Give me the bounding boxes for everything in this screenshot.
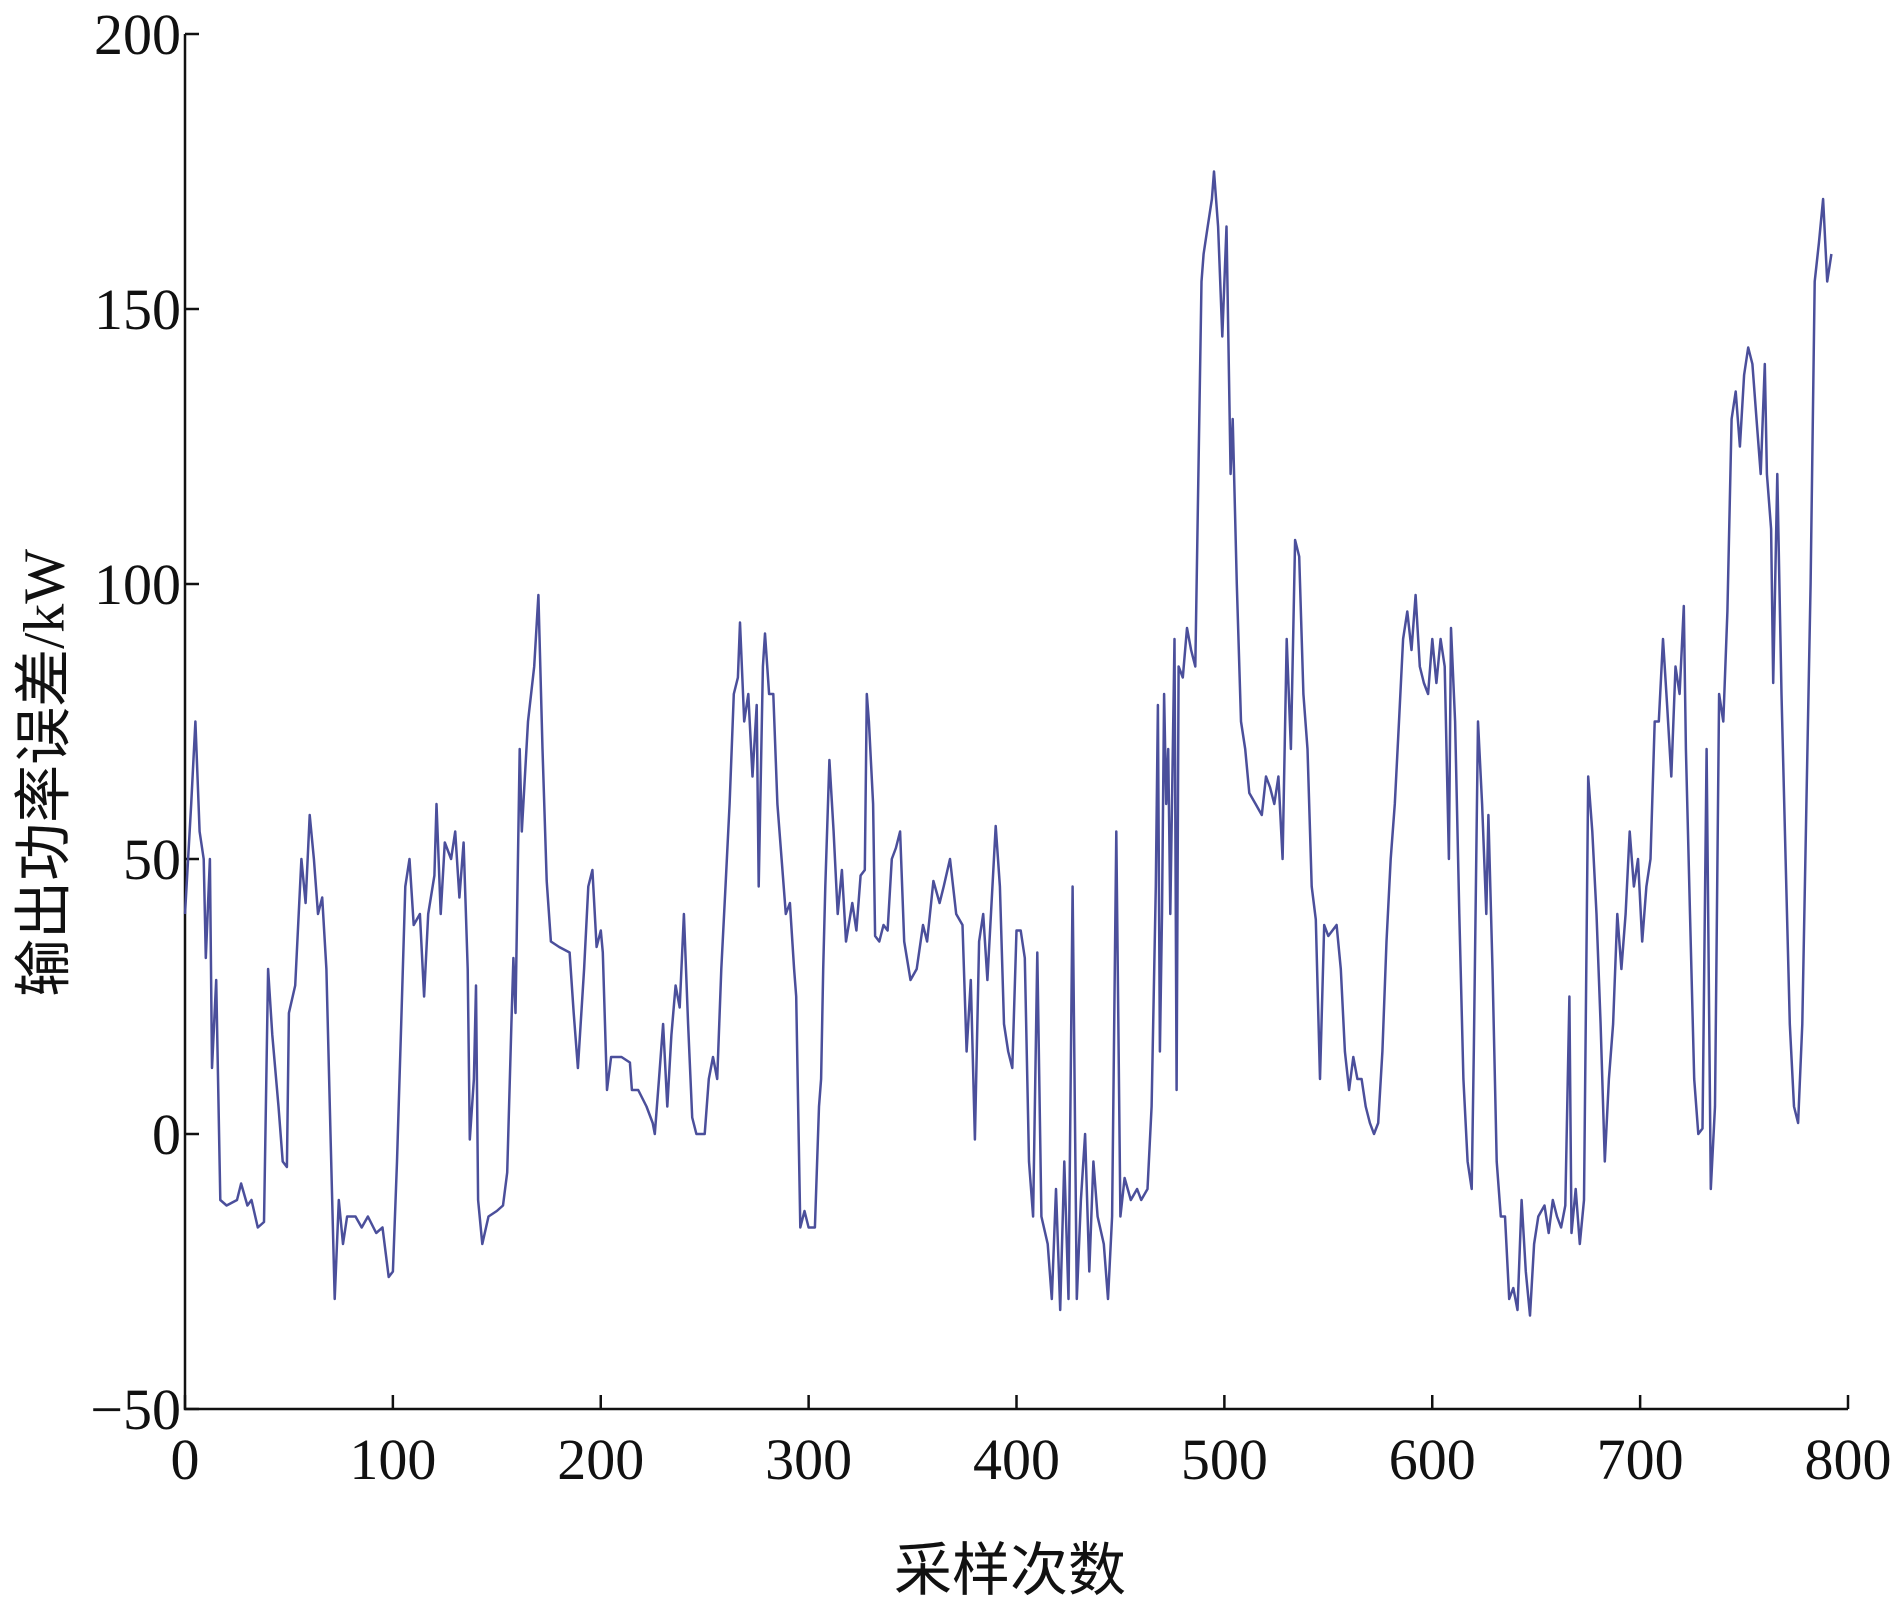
line-series xyxy=(183,170,1833,1317)
x-tick-label: 600 xyxy=(1389,1427,1476,1492)
axes xyxy=(183,34,1848,1411)
x-tick-label: 100 xyxy=(349,1427,436,1492)
y-tick-label: 200 xyxy=(94,2,181,67)
y-tick-label: −50 xyxy=(90,1377,181,1442)
x-tick-label: 400 xyxy=(973,1427,1060,1492)
y-tick-label: 100 xyxy=(94,552,181,617)
x-tick-label: 200 xyxy=(557,1427,644,1492)
x-axis-label: 采样次数 xyxy=(894,1538,1126,1603)
y-tick-label: 50 xyxy=(123,827,181,892)
x-tick-label: 300 xyxy=(765,1427,852,1492)
x-tick-label: 0 xyxy=(171,1427,200,1492)
x-tick-label: 800 xyxy=(1805,1427,1890,1492)
y-axis-label: 输出功率误差/kW xyxy=(11,549,76,997)
y-tick-label: 0 xyxy=(152,1102,181,1167)
x-tick-label: 500 xyxy=(1181,1427,1268,1492)
x-tick-label: 700 xyxy=(1597,1427,1684,1492)
y-tick-label: 150 xyxy=(94,277,181,342)
